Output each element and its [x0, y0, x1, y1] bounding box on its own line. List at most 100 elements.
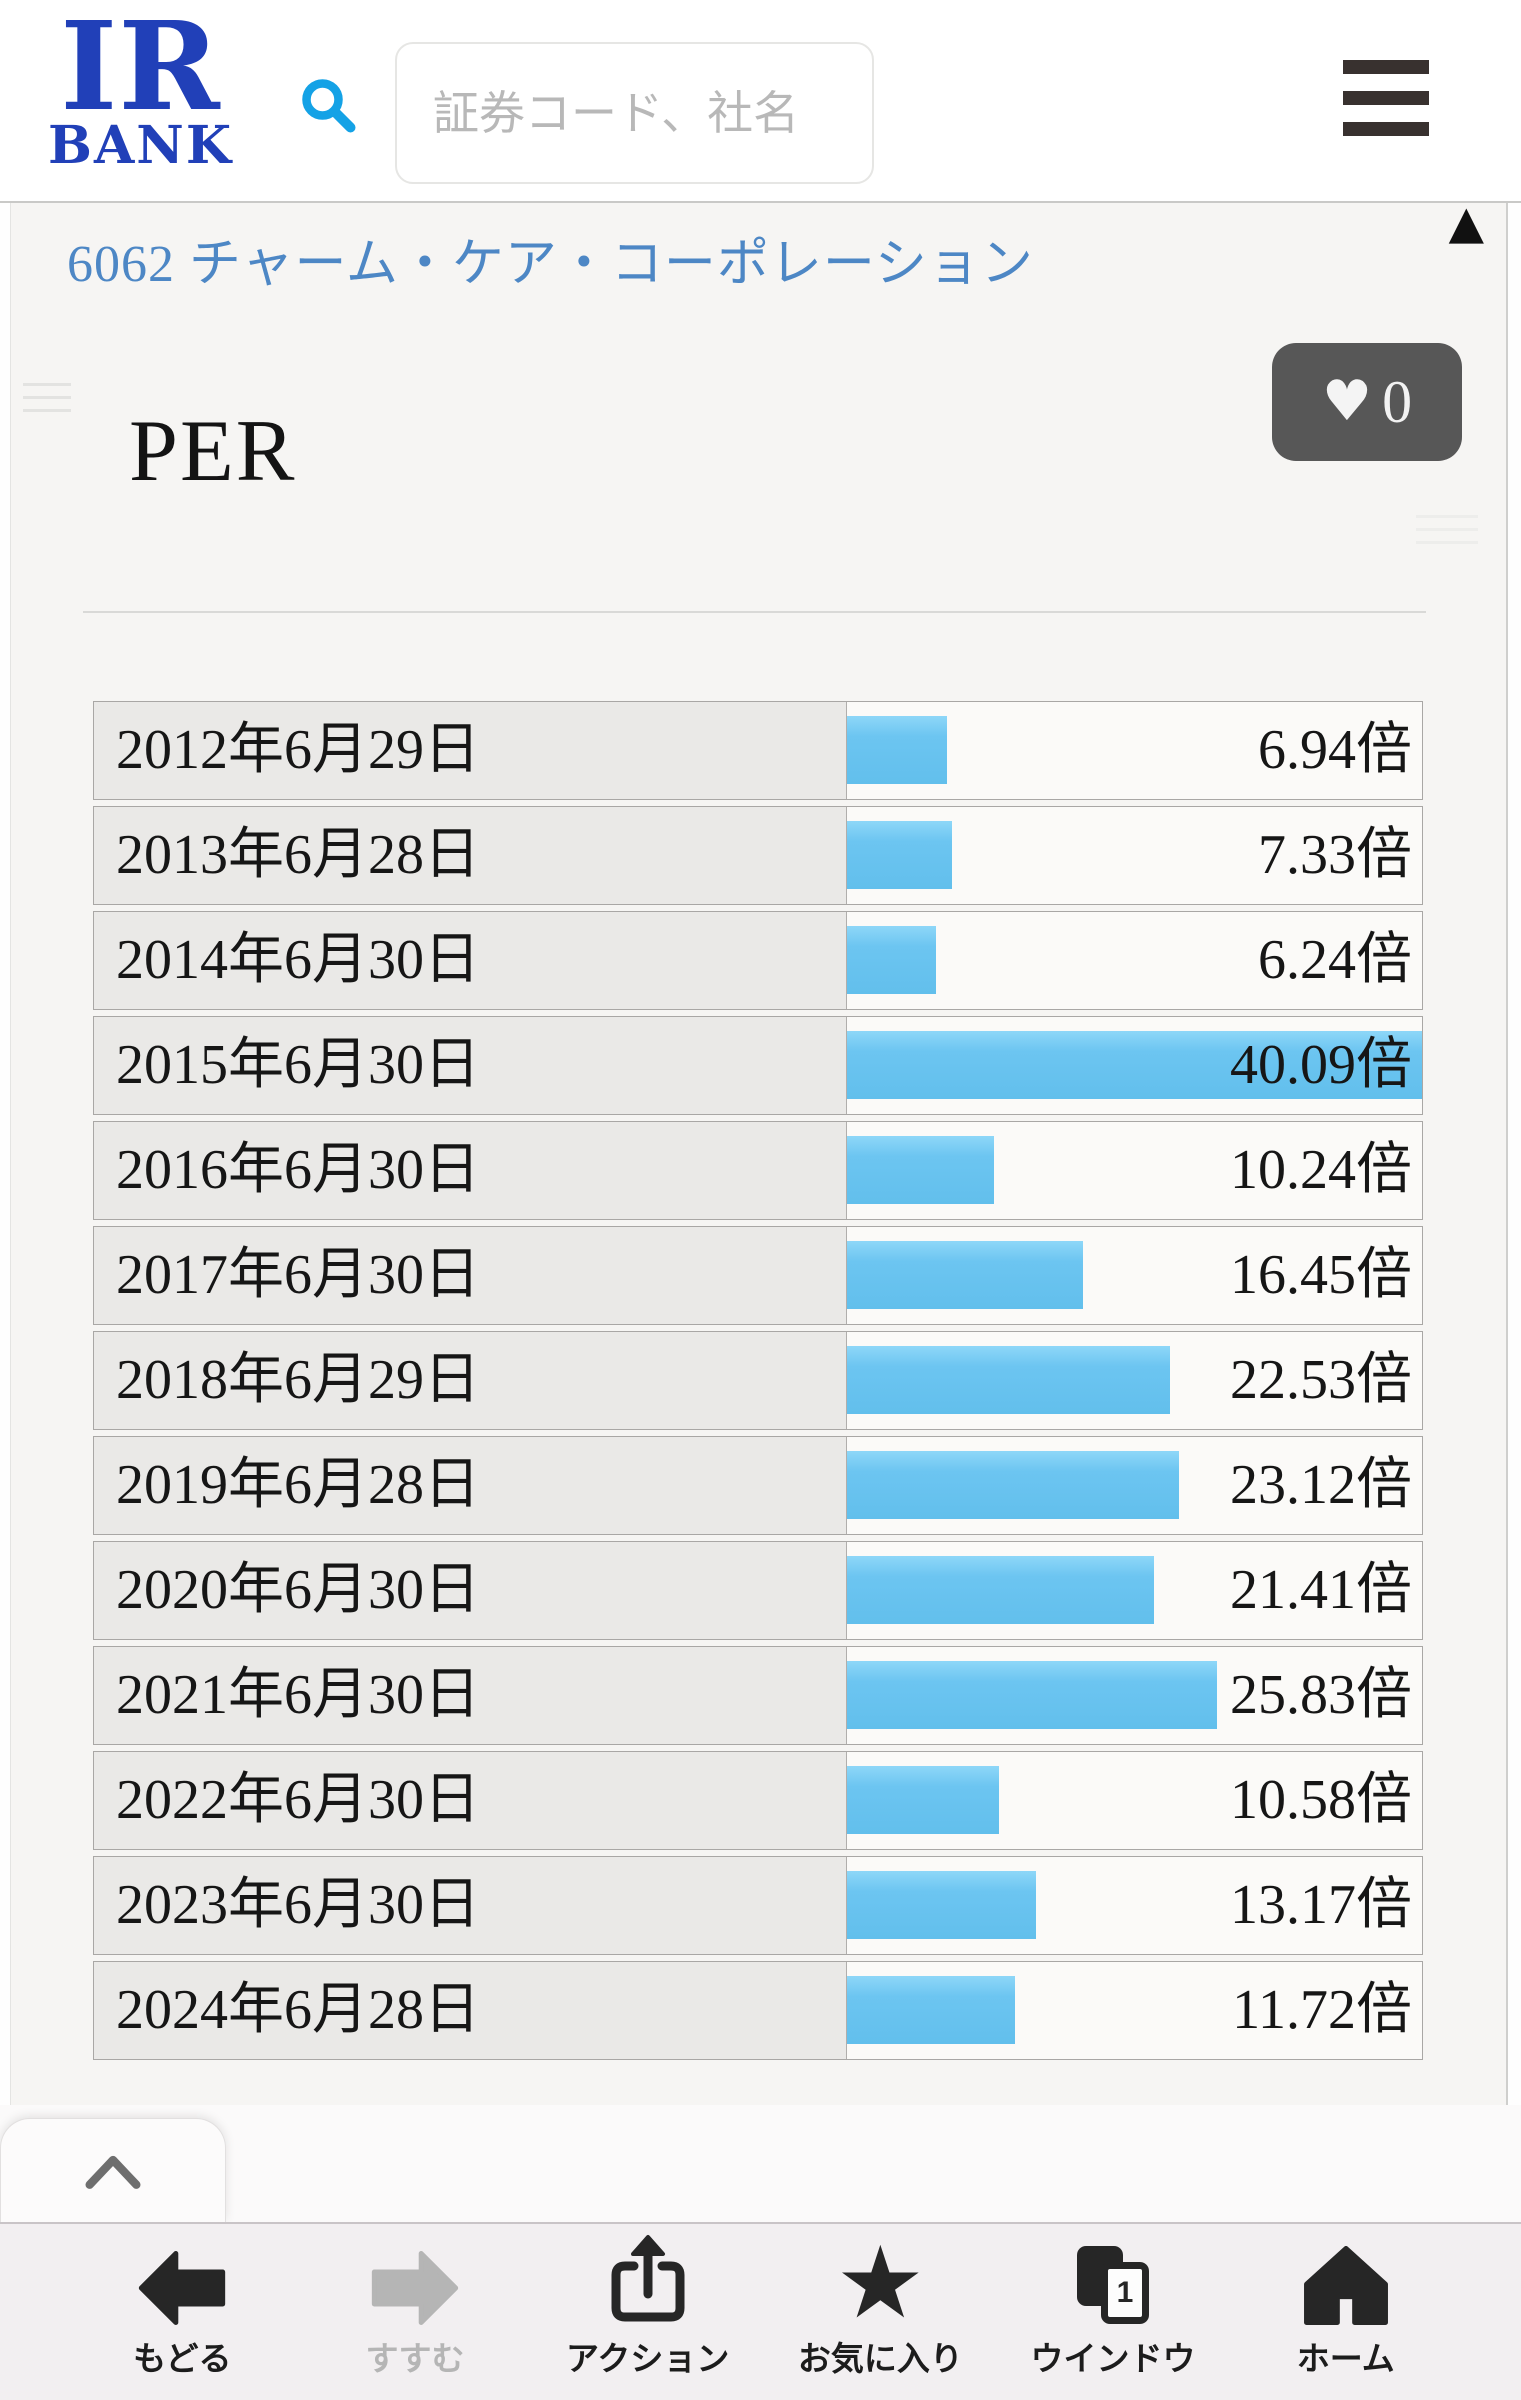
favorite-count: 0: [1382, 368, 1413, 435]
per-value: 13.17倍: [1230, 1874, 1412, 1936]
search-icon[interactable]: [298, 74, 358, 136]
forward-arrow-icon: [369, 2251, 461, 2328]
per-table: 2012年6月29日 6.94倍 2013年6月28日 7.33倍 2014年6月30日…: [93, 701, 1423, 2066]
table-row: 2018年6月29日 22.53倍: [93, 1331, 1423, 1430]
star-icon: ★: [835, 2224, 926, 2341]
value-cell: 21.41倍: [846, 1542, 1422, 1639]
per-bar: [846, 1871, 1036, 1939]
value-cell: 10.58倍: [846, 1752, 1422, 1849]
windows-button[interactable]: 1 ウインドウ: [997, 2232, 1230, 2400]
per-bar: [846, 1766, 999, 1834]
per-bar: [846, 716, 947, 784]
per-bar: [846, 1976, 1016, 2044]
table-row: 2013年6月28日 7.33倍: [93, 806, 1423, 905]
per-value: 6.94倍: [1258, 719, 1412, 781]
toolbar-item-label: ウインドウ: [1030, 2340, 1196, 2377]
star-icon: ★: [836, 2233, 926, 2333]
home-button[interactable]: ホーム: [1229, 2232, 1462, 2400]
site-header: IR BANK: [0, 0, 1521, 203]
per-bar: [846, 1451, 1179, 1519]
per-value: 22.53倍: [1230, 1349, 1412, 1411]
date-cell: 2016年6月30日: [94, 1122, 847, 1219]
divider: [83, 611, 1426, 613]
date-cell: 2013年6月28日: [94, 807, 847, 904]
chevron-up-icon: [85, 2155, 141, 2189]
value-cell: 23.12倍: [846, 1437, 1422, 1534]
date-cell: 2023年6月30日: [94, 1857, 847, 1954]
value-cell: 22.53倍: [846, 1332, 1422, 1429]
date-cell: 2018年6月29日: [94, 1332, 847, 1429]
table-row: 2024年6月28日 11.72倍: [93, 1961, 1423, 2060]
back-button[interactable]: もどる: [66, 2232, 299, 2400]
date-cell: 2014年6月30日: [94, 912, 847, 1009]
toolbar-item-label: すすむ: [365, 2340, 465, 2377]
toolbar-item-label: お気に入り: [797, 2340, 963, 2377]
value-cell: 16.45倍: [846, 1227, 1422, 1324]
table-row: 2023年6月30日 13.17倍: [93, 1856, 1423, 1955]
value-cell: 25.83倍: [846, 1647, 1422, 1744]
date-cell: 2012年6月29日: [94, 702, 847, 799]
per-bar: [846, 1241, 1083, 1309]
company-link[interactable]: 6062 チャーム・ケア・コーポレーション: [67, 236, 1034, 293]
window-count-badge: 1: [1101, 2262, 1150, 2324]
date-cell: 2019年6月28日: [94, 1437, 847, 1534]
per-value: 10.24倍: [1230, 1139, 1412, 1201]
per-bar: [846, 1031, 1422, 1099]
forward-button: すすむ: [299, 2232, 532, 2400]
toolbar-item-label: アクション: [566, 2340, 730, 2377]
page-title: PER: [129, 403, 297, 500]
toolbar-item-label: ホーム: [1296, 2340, 1395, 2377]
date-cell: 2017年6月30日: [94, 1227, 847, 1324]
per-value: 10.58倍: [1230, 1769, 1412, 1831]
grip-icon-right: [1416, 515, 1478, 554]
favorites-button[interactable]: ★ お気に入り: [764, 2232, 997, 2400]
per-value: 21.41倍: [1230, 1559, 1412, 1621]
menu-icon[interactable]: [1343, 60, 1429, 136]
logo-text-bank: BANK: [48, 115, 234, 176]
value-cell: 7.33倍: [846, 807, 1422, 904]
table-row: 2015年6月30日 40.09倍: [93, 1016, 1423, 1115]
scroll-top-icon[interactable]: ▲: [1448, 195, 1484, 249]
share-icon: [608, 2231, 688, 2328]
date-cell: 2020年6月30日: [94, 1542, 847, 1639]
favorite-button[interactable]: ♥ 0: [1272, 343, 1462, 461]
per-bar: [846, 926, 937, 994]
value-cell: 13.17倍: [846, 1857, 1422, 1954]
home-icon: [1303, 2246, 1388, 2328]
per-value: 11.72倍: [1232, 1979, 1412, 2041]
per-bar: [846, 1556, 1155, 1624]
per-bar: [846, 1661, 1218, 1729]
action-button[interactable]: アクション: [531, 2232, 764, 2400]
table-row: 2016年6月30日 10.24倍: [93, 1121, 1423, 1220]
table-row: 2021年6月30日 25.83倍: [93, 1646, 1423, 1745]
per-value: 25.83倍: [1230, 1664, 1412, 1726]
per-bar: [846, 1346, 1171, 1414]
date-cell: 2021年6月30日: [94, 1647, 847, 1744]
browser-toolbar: もどる すすむ アクション ★ お気に入り 1 ウインドウ ホーム: [0, 2222, 1521, 2400]
heart-icon: ♥: [1321, 369, 1373, 434]
bottom-strip: [0, 2105, 1521, 2222]
windows-icon: 1: [1073, 2246, 1153, 2328]
table-row: 2022年6月30日 10.58倍: [93, 1751, 1423, 1850]
logo-text-ir: IR: [60, 0, 221, 138]
scroll-up-panel[interactable]: [0, 2118, 226, 2222]
search-input[interactable]: [395, 42, 874, 184]
irbank-logo[interactable]: IR BANK: [48, 0, 234, 176]
per-value: 40.09倍: [1230, 1034, 1412, 1096]
per-value: 7.33倍: [1258, 824, 1412, 886]
per-value: 23.12倍: [1230, 1454, 1412, 1516]
per-bar: [846, 1136, 994, 1204]
table-row: 2019年6月28日 23.12倍: [93, 1436, 1423, 1535]
value-cell: 40.09倍: [846, 1017, 1422, 1114]
date-cell: 2022年6月30日: [94, 1752, 847, 1849]
page-content: 6062 チャーム・ケア・コーポレーション ▲ ♥ 0 PER 2012年6月2…: [10, 199, 1508, 2105]
value-cell: 11.72倍: [846, 1962, 1422, 2059]
value-cell: 6.94倍: [846, 702, 1422, 799]
table-row: 2014年6月30日 6.24倍: [93, 911, 1423, 1010]
value-cell: 10.24倍: [846, 1122, 1422, 1219]
value-cell: 6.24倍: [846, 912, 1422, 1009]
date-cell: 2015年6月30日: [94, 1017, 847, 1114]
table-row: 2017年6月30日 16.45倍: [93, 1226, 1423, 1325]
per-bar: [846, 821, 953, 889]
